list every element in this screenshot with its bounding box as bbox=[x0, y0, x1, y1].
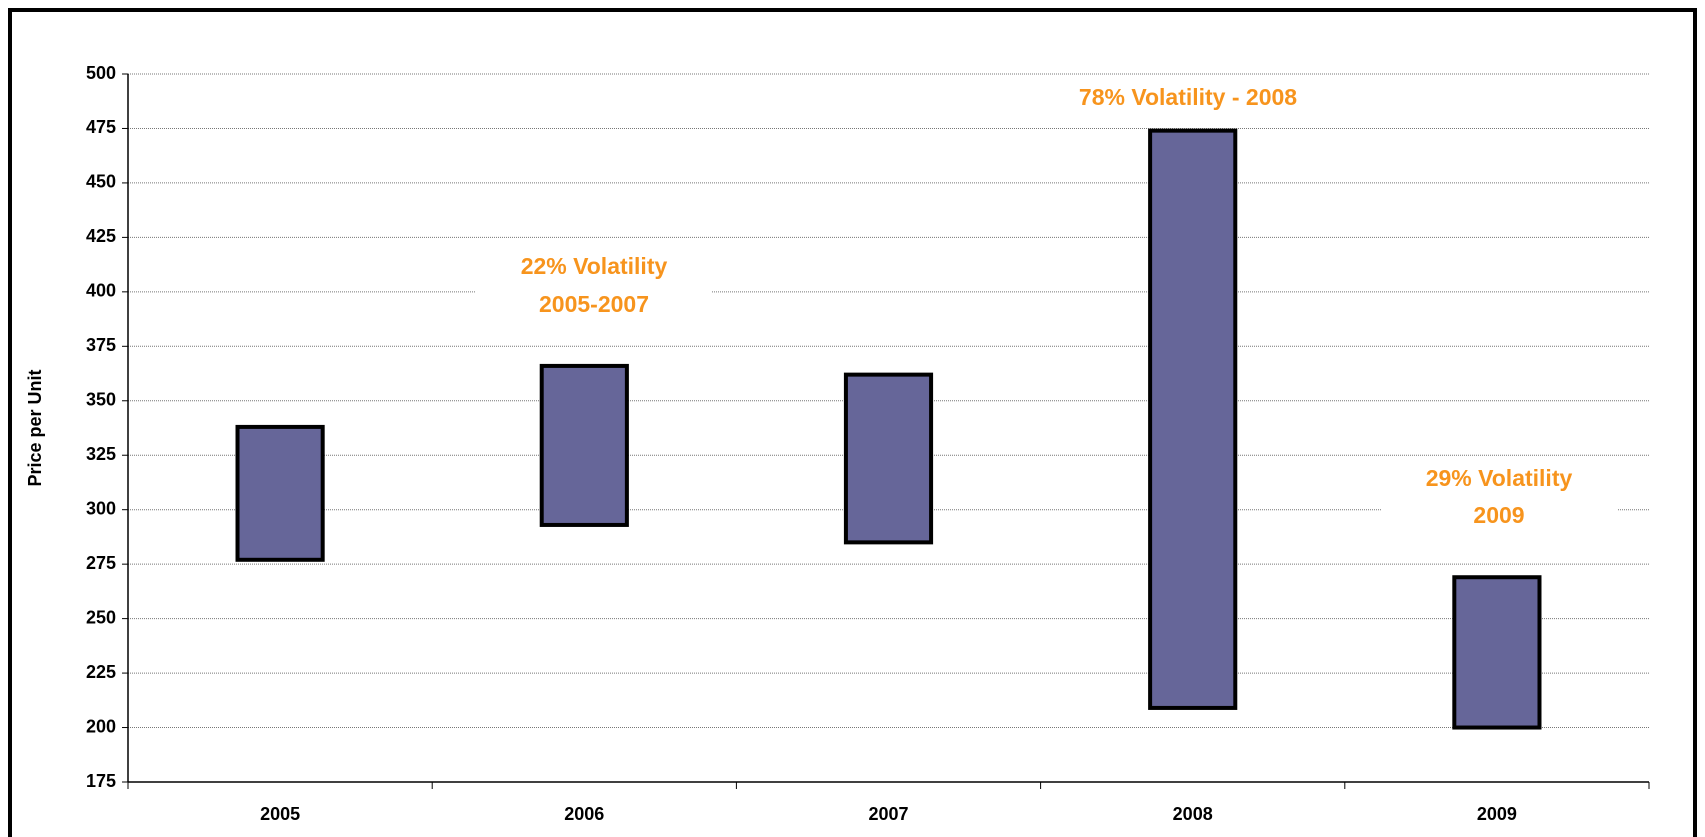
y-tick-label: 175 bbox=[86, 771, 116, 791]
y-tick-label: 475 bbox=[86, 117, 116, 137]
annotation: 2009 bbox=[1473, 502, 1524, 528]
y-tick-label: 375 bbox=[86, 335, 116, 355]
y-tick-label: 200 bbox=[86, 716, 116, 736]
x-tick-label: 2005 bbox=[260, 804, 300, 824]
bar bbox=[235, 424, 325, 562]
annotation: 78% Volatility - 2008 bbox=[1079, 84, 1297, 110]
y-tick-label: 275 bbox=[86, 553, 116, 573]
y-tick-label: 450 bbox=[86, 172, 116, 192]
x-tick-label: 2007 bbox=[868, 804, 908, 824]
annotation: 29% Volatility bbox=[1426, 465, 1573, 491]
annotation: 22% Volatility bbox=[521, 253, 668, 279]
x-tick-label: 2008 bbox=[1173, 804, 1213, 824]
annotation-background bbox=[1021, 81, 1355, 117]
y-tick-label: 225 bbox=[86, 662, 116, 682]
bar bbox=[539, 363, 629, 527]
x-tick-label: 2009 bbox=[1477, 804, 1517, 824]
annotation-background bbox=[476, 250, 712, 324]
y-tick-label: 325 bbox=[86, 444, 116, 464]
bar bbox=[1148, 128, 1238, 710]
annotation-background bbox=[1381, 462, 1617, 535]
y-tick-label: 300 bbox=[86, 498, 116, 518]
bar bbox=[1452, 575, 1542, 730]
y-tick-label: 500 bbox=[86, 63, 116, 83]
annotation: 2005-2007 bbox=[539, 291, 649, 317]
bar bbox=[843, 372, 934, 545]
y-axis-label: Price per Unit bbox=[25, 369, 45, 486]
y-tick-label: 400 bbox=[86, 281, 116, 301]
x-tick-label: 2006 bbox=[564, 804, 604, 824]
y-tick-label: 250 bbox=[86, 607, 116, 627]
y-tick-label: 425 bbox=[86, 226, 116, 246]
y-tick-label: 350 bbox=[86, 390, 116, 410]
